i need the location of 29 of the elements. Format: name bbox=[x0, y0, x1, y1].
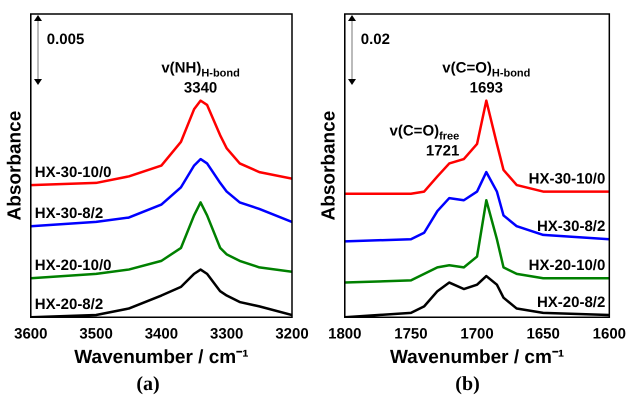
series-label: HX-30-10/0 bbox=[528, 170, 606, 188]
y-axis-title: Absorbance bbox=[4, 110, 26, 221]
x-tick-label: 3600 bbox=[14, 325, 48, 342]
annotation: 1721 bbox=[426, 142, 460, 160]
annotation: 3340 bbox=[184, 80, 218, 97]
series-label: HX-30-8/2 bbox=[536, 218, 606, 236]
series-label: HX-20-10/0 bbox=[34, 257, 112, 274]
series-label: HX-30-8/2 bbox=[34, 205, 104, 222]
y-axis-title: Absorbance bbox=[318, 110, 340, 221]
series-label: HX-20-8/2 bbox=[536, 294, 606, 312]
text: (b) bbox=[455, 373, 480, 396]
series-label: HX-20-8/2 bbox=[34, 296, 104, 314]
text: 0.02 bbox=[360, 31, 390, 48]
x-tick-label: 1800 bbox=[328, 325, 362, 342]
x-tick-label: 1650 bbox=[526, 325, 560, 342]
series-label: HX-20-10/0 bbox=[528, 257, 606, 274]
x-tick-label: 1750 bbox=[394, 325, 428, 342]
x-tick-label: 1700 bbox=[460, 325, 494, 342]
x-tick-label: 3200 bbox=[275, 325, 309, 342]
annotation: 1693 bbox=[470, 80, 504, 97]
x-tick-label: 3300 bbox=[210, 325, 244, 342]
x-axis-title: Wavenumber / cm⁻¹ bbox=[74, 346, 249, 368]
text: (a) bbox=[136, 373, 160, 396]
x-tick-label: 3400 bbox=[144, 325, 178, 342]
text: 0.005 bbox=[46, 31, 84, 48]
x-tick-label: 1600 bbox=[592, 325, 626, 342]
series-label: HX-30-10/0 bbox=[34, 164, 112, 182]
x-axis-title: Wavenumber / cm⁻¹ bbox=[390, 346, 564, 368]
x-tick-label: 3500 bbox=[79, 325, 113, 342]
